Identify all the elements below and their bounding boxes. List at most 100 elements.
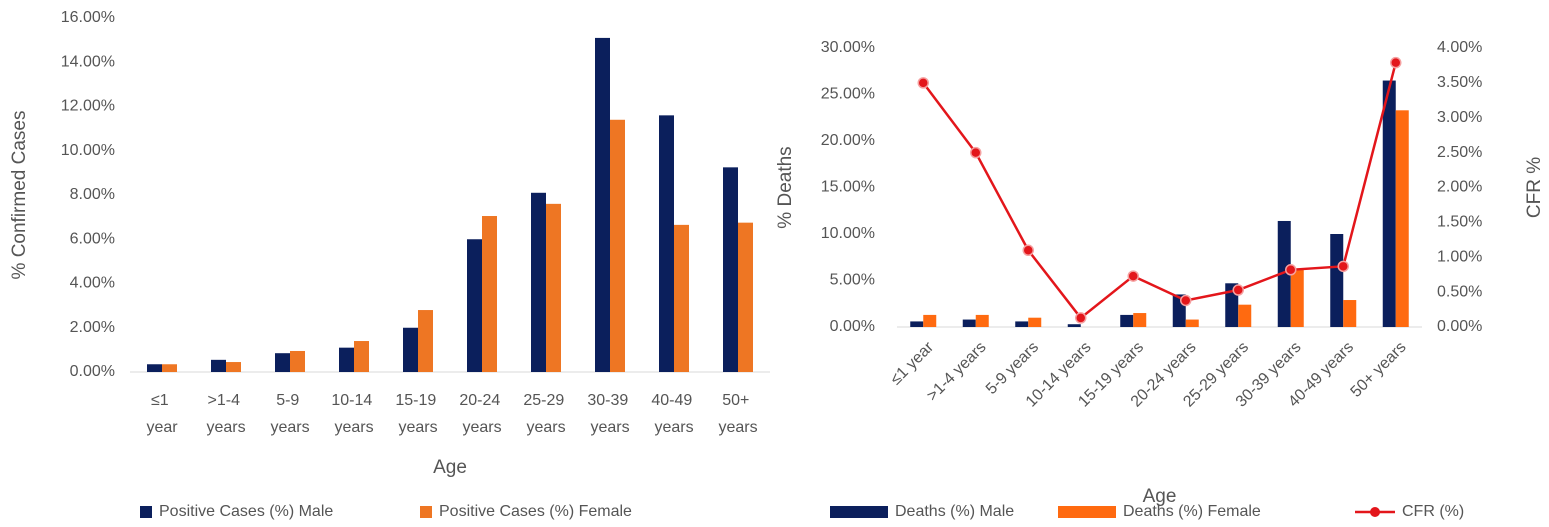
bar <box>1238 304 1252 327</box>
y-tick-label: 4.00% <box>70 275 115 292</box>
y-tick-label: 0.00% <box>70 363 115 380</box>
y-tick-label: 30.00% <box>821 39 875 56</box>
point <box>917 77 929 89</box>
y2-tick-label: 1.50% <box>1437 214 1482 231</box>
bar <box>595 37 610 372</box>
bar <box>1330 234 1344 327</box>
bar <box>531 192 546 372</box>
y2-tick-label: 4.00% <box>1437 39 1482 56</box>
point <box>1390 56 1402 69</box>
bar <box>403 327 418 372</box>
point <box>1337 260 1349 273</box>
point <box>1232 284 1244 296</box>
legend-label: Deaths (%) Male <box>895 503 1014 520</box>
bar <box>1185 319 1199 327</box>
y-tick-label: 10.00% <box>61 142 115 159</box>
bar <box>1015 321 1029 327</box>
y-axis-label: % Confirmed Cases <box>9 111 30 280</box>
bar <box>418 310 433 372</box>
y2-tick-label: 3.50% <box>1437 74 1482 91</box>
x-tick-label: 50+ years <box>1348 339 1410 401</box>
bar <box>275 353 290 372</box>
x-tick-label: 5-9 years <box>270 392 309 436</box>
bar <box>290 350 305 372</box>
x-axis-label: Age <box>433 457 467 478</box>
bar <box>546 203 561 372</box>
bar <box>1290 269 1304 327</box>
bar <box>211 359 226 372</box>
y-tick-label: 20.00% <box>821 132 875 149</box>
bar <box>674 224 689 372</box>
legend-swatch <box>830 506 888 518</box>
bar <box>962 319 976 327</box>
y-tick-label: 10.00% <box>821 225 875 242</box>
y2-tick-label: 0.50% <box>1437 283 1482 300</box>
legend-marker <box>1370 507 1380 517</box>
y-tick-label: 15.00% <box>821 179 875 196</box>
x-tick-label: 25-29 years <box>523 392 568 436</box>
y-tick-label: 12.00% <box>61 98 115 115</box>
bar <box>659 115 674 372</box>
bar <box>610 119 625 373</box>
y-tick-label: 6.00% <box>70 230 115 247</box>
legend-label: Deaths (%) Female <box>1123 503 1261 520</box>
bar <box>1133 313 1147 327</box>
point <box>970 146 982 159</box>
bar <box>923 314 937 327</box>
legend-label: Positive Cases (%) Male <box>159 503 333 520</box>
point <box>1180 294 1192 307</box>
x-tick-label: 20-24 years <box>459 392 504 436</box>
legend-label: Positive Cases (%) Female <box>439 503 632 520</box>
point <box>1022 244 1034 257</box>
bar <box>147 364 162 372</box>
point <box>1127 270 1139 282</box>
y-tick-label: 5.00% <box>830 272 875 289</box>
bar <box>1343 300 1357 327</box>
legend-swatch <box>420 506 432 518</box>
y-tick-label: 16.00% <box>61 9 115 26</box>
bar <box>738 222 753 372</box>
y-tick-label: 2.00% <box>70 319 115 336</box>
bar <box>975 314 989 327</box>
bar <box>339 347 354 372</box>
bar <box>1028 317 1042 327</box>
bar <box>1067 324 1081 327</box>
x-tick-label: 40-49 years <box>651 392 696 436</box>
legend-swatch <box>1058 506 1116 518</box>
y2-tick-label: 0.00% <box>1437 318 1482 335</box>
y-tick-label: 8.00% <box>70 186 115 203</box>
line <box>922 62 1397 320</box>
legend-label: CFR (%) <box>1402 503 1464 520</box>
bar <box>1277 220 1291 327</box>
y2-tick-label: 3.00% <box>1437 109 1482 126</box>
bar <box>1120 314 1134 327</box>
y-tick-label: 0.00% <box>830 318 875 335</box>
x-tick-label: 50+ years <box>718 392 757 436</box>
bar <box>226 362 241 372</box>
x-tick-label: ≤1 year <box>887 338 937 388</box>
bar <box>482 216 497 372</box>
bar <box>723 167 738 372</box>
y-tick-label: 14.00% <box>61 53 115 70</box>
bar <box>162 364 177 372</box>
y2-tick-label: 1.00% <box>1437 248 1482 265</box>
x-tick-label: ≤1 year <box>146 392 178 436</box>
bar <box>467 239 482 372</box>
bar <box>1395 110 1409 327</box>
x-tick-label: 15-19 years <box>395 392 440 436</box>
y2-tick-label: 2.50% <box>1437 144 1482 161</box>
x-axis-label: Age <box>1143 486 1177 507</box>
point <box>1285 264 1297 276</box>
x-tick-label: 10-14 years <box>331 392 376 436</box>
bar <box>910 321 924 327</box>
y2-tick-label: 2.00% <box>1437 179 1482 196</box>
x-tick-label: 30-39 years <box>587 392 632 436</box>
y2-axis-label: CFR % <box>1524 157 1545 218</box>
bar <box>1382 80 1396 327</box>
point <box>1075 312 1087 324</box>
y-axis-label: % Deaths <box>775 146 796 228</box>
y-tick-label: 25.00% <box>821 86 875 103</box>
legend-swatch <box>140 506 152 518</box>
x-tick-label: >1-4 years <box>206 392 245 436</box>
